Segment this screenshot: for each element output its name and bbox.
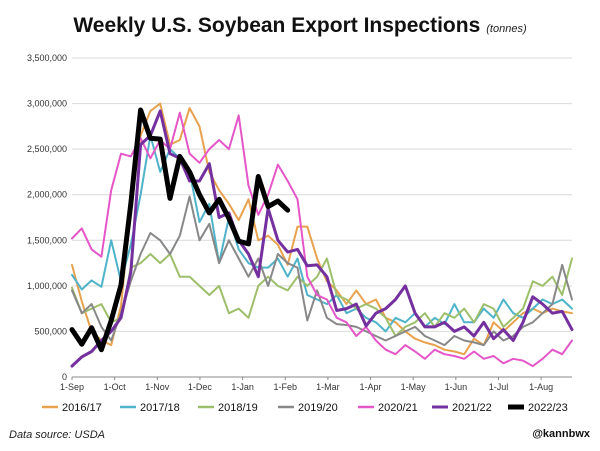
x-tick-label: 1-Mar: [316, 382, 340, 392]
x-tick-label: 1-Nov: [145, 382, 170, 392]
y-tick-label: 3,000,000: [27, 99, 67, 109]
series-line-2019-20: [71, 195, 573, 347]
x-tick-label: 1-Oct: [104, 382, 127, 392]
x-tick-label: 1-Jun: [445, 382, 468, 392]
series-line-2021-22: [70, 109, 574, 368]
y-tick-label: 0: [62, 372, 67, 382]
x-tick-label: 1-Aug: [529, 382, 553, 392]
x-tick-label: 1-Apr: [360, 382, 382, 392]
series-line-2020-21: [71, 111, 573, 368]
series-line-2018-19: [71, 253, 573, 337]
credit-handle: @kannbwx: [532, 428, 590, 440]
legend-label: 2022/23: [528, 402, 568, 414]
y-tick-label: 2,500,000: [27, 144, 67, 154]
y-tick-label: 500,000: [34, 326, 67, 336]
x-tick-label: 1-May: [401, 382, 427, 392]
y-tick-label: 3,500,000: [27, 53, 67, 63]
y-tick-label: 2,000,000: [27, 190, 67, 200]
x-tick-label: 1-Jan: [231, 382, 254, 392]
legend-label: 2019/20: [298, 402, 338, 414]
x-tick-label: 1-Sep: [60, 382, 84, 392]
legend-label: 2017/18: [140, 402, 180, 414]
legend-label: 2021/22: [452, 402, 492, 414]
x-tick-label: 1-Jul: [489, 382, 509, 392]
data-source: Data source: USDA: [9, 429, 105, 441]
series-line-2022-23: [69, 107, 291, 353]
legend-label: 2016/17: [62, 402, 102, 414]
chart-title-block: Weekly U.S. Soybean Export Inspections (t…: [0, 14, 600, 38]
x-tick-label: 1-Feb: [273, 382, 297, 392]
chart-title: Weekly U.S. Soybean Export Inspections: [73, 14, 481, 37]
y-tick-label: 1,500,000: [27, 235, 67, 245]
legend-label: 2018/19: [218, 402, 258, 414]
chart-subtitle: (tonnes): [486, 23, 527, 35]
y-tick-label: 1,000,000: [27, 281, 67, 291]
legend-label: 2020/21: [378, 402, 418, 414]
x-tick-label: 1-Dec: [188, 382, 213, 392]
